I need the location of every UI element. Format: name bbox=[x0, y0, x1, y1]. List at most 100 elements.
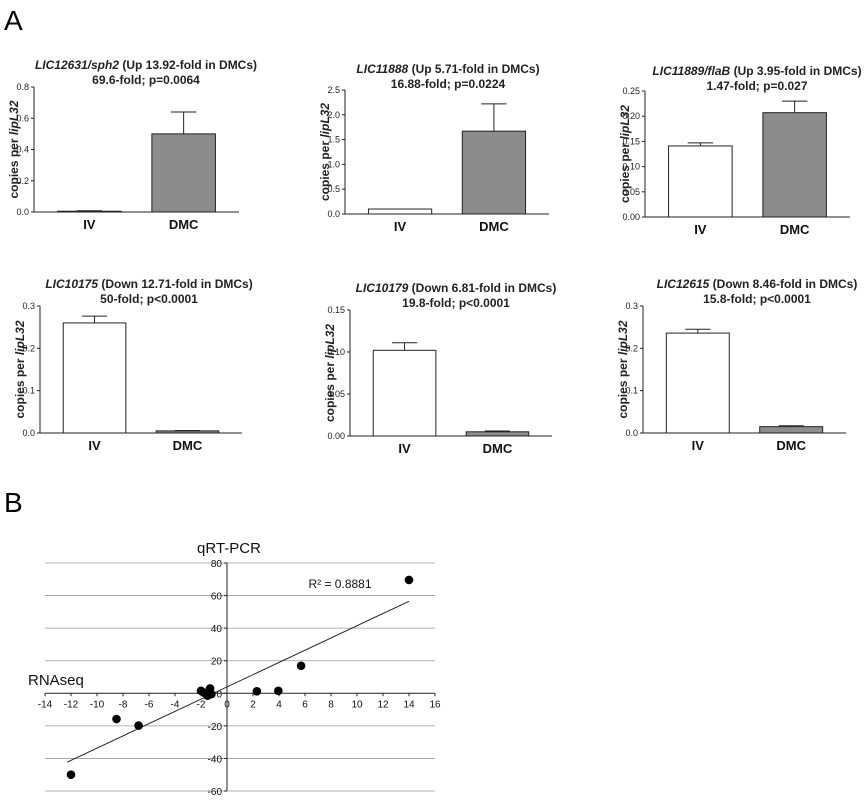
bar-dmc bbox=[759, 426, 824, 434]
y-tick-label: 0.1 bbox=[625, 386, 638, 396]
y-tick-label: -60 bbox=[208, 787, 223, 798]
r-squared-annotation: R² = 0.8881 bbox=[308, 577, 371, 591]
data-point bbox=[112, 714, 121, 724]
category-label: IV bbox=[694, 222, 707, 237]
gene-name: LIC12631 bbox=[35, 58, 88, 72]
gene-name: LIC10175 bbox=[45, 277, 98, 291]
x-tick-label: 8 bbox=[328, 699, 334, 710]
y-tick-label: 1.5 bbox=[327, 135, 340, 145]
bar-chart-3: LIC11889/flaB (Up 3.95-fold in DMCs)1.47… bbox=[618, 64, 862, 237]
x-tick-label: -2 bbox=[197, 699, 206, 710]
y-label-gene: lipL32 bbox=[618, 105, 632, 140]
gene-alias: /sph2 bbox=[87, 58, 120, 72]
x-tick-label: 0 bbox=[224, 699, 230, 710]
chart-subtitle: 15.8-fold; p<0.0001 bbox=[703, 292, 811, 306]
gene-name: LIC10179 bbox=[356, 281, 409, 295]
y-label-text: copies per bbox=[616, 355, 630, 418]
category-label: IV bbox=[83, 217, 96, 232]
fold-note: (Down 12.71-fold in DMCs) bbox=[98, 277, 253, 291]
chart-title: LIC10179 (Down 6.81-fold in DMCs) bbox=[356, 281, 557, 295]
y-axis-label: copies per lipL32 bbox=[618, 105, 632, 203]
category-label: IV bbox=[88, 438, 101, 453]
category-label: DMC bbox=[483, 441, 513, 456]
y-tick-label: 0.4 bbox=[16, 145, 29, 155]
y-label-text: copies per bbox=[323, 359, 337, 422]
bar-iv bbox=[668, 145, 733, 218]
y-label-text: copies per bbox=[318, 138, 332, 201]
y-axis-label: copies per lipL32 bbox=[7, 100, 21, 198]
bar-chart-6: LIC12615 (Down 8.46-fold in DMCs)15.8-fo… bbox=[616, 277, 857, 453]
y-tick-label: 0.10 bbox=[622, 162, 640, 172]
x-tick-label: 12 bbox=[377, 699, 389, 710]
chart-subtitle: 69.6-fold; p=0.0064 bbox=[92, 73, 200, 87]
panel-label-b: B bbox=[4, 487, 23, 518]
y-tick-label: 0.2 bbox=[625, 343, 638, 353]
category-label: DMC bbox=[169, 217, 199, 232]
y-tick-label: 0.00 bbox=[327, 431, 345, 441]
y-tick-label: 0.00 bbox=[622, 212, 640, 222]
fold-note: (Up 5.71-fold in DMCs) bbox=[408, 62, 539, 76]
y-tick-label: 0.1 bbox=[22, 386, 35, 396]
y-tick-label: 0.8 bbox=[16, 82, 29, 92]
gene-name: LIC12615 bbox=[657, 277, 710, 291]
data-point bbox=[274, 686, 283, 696]
y-tick-label: 0.0 bbox=[327, 209, 340, 219]
y-tick-label: -40 bbox=[208, 754, 223, 765]
data-point bbox=[134, 721, 143, 730]
y-tick-label: 0.0 bbox=[16, 207, 29, 217]
fold-note: (Down 6.81-fold in DMCs) bbox=[408, 281, 556, 295]
y-label-gene: lipL32 bbox=[318, 103, 332, 138]
chart-title: LIC12615 (Down 8.46-fold in DMCs) bbox=[657, 277, 858, 291]
y-label-text: copies per bbox=[7, 135, 21, 198]
y-tick-label: 40 bbox=[211, 624, 223, 635]
data-point bbox=[404, 575, 414, 585]
y-tick-label: 0.6 bbox=[16, 113, 29, 123]
bar-iv bbox=[57, 210, 122, 213]
bar-dmc bbox=[151, 133, 216, 213]
bar-chart-5: LIC10179 (Down 6.81-fold in DMCs)19.8-fo… bbox=[323, 281, 556, 456]
bar-chart-2: LIC11888 (Up 5.71-fold in DMCs)16.88-fol… bbox=[318, 62, 549, 234]
category-label: IV bbox=[692, 438, 705, 453]
bar-iv bbox=[372, 349, 437, 437]
x-tick-label: -6 bbox=[145, 699, 154, 710]
x-tick-label: 2 bbox=[250, 699, 256, 710]
gene-name: LIC11889 bbox=[652, 64, 704, 78]
category-label: DMC bbox=[776, 438, 806, 453]
y-tick-label: 60 bbox=[211, 592, 223, 603]
y-tick-label: 2.5 bbox=[327, 85, 340, 95]
y-axis-label: copies per lipL32 bbox=[616, 320, 630, 418]
x-tick-label: -4 bbox=[171, 699, 180, 710]
y-tick-label: 0.3 bbox=[625, 301, 638, 311]
chart-title: LIC10175 (Down 12.71-fold in DMCs) bbox=[45, 277, 252, 291]
category-label: IV bbox=[398, 441, 411, 456]
chart-subtitle: 19.8-fold; p<0.0001 bbox=[402, 296, 510, 310]
bar-iv bbox=[367, 208, 433, 215]
fold-note: (Up 13.92-fold in DMCs) bbox=[119, 58, 257, 72]
x-tick-label: 16 bbox=[429, 699, 441, 710]
bar-chart-4: LIC10175 (Down 12.71-fold in DMCs)50-fol… bbox=[13, 277, 253, 453]
y-tick-label: 0.0 bbox=[22, 428, 35, 438]
y-label-gene: lipL32 bbox=[616, 320, 630, 355]
bar-dmc bbox=[155, 430, 220, 434]
y-axis-label: copies per lipL32 bbox=[318, 103, 332, 201]
data-point bbox=[66, 770, 76, 780]
bar-iv bbox=[62, 322, 127, 434]
y-tick-label: 0.2 bbox=[22, 343, 35, 353]
scatter-chart: -14 -12 -10 -8 -6 -4 -2 0 2 4 6 8 10 12 14 16-60-40-200… bbox=[28, 540, 441, 798]
bar-dmc bbox=[762, 112, 827, 218]
x-tick-label: -10 bbox=[90, 699, 105, 710]
bar-dmc bbox=[461, 130, 527, 215]
chart-title: LIC11889/flaB (Up 3.95-fold in DMCs) bbox=[652, 64, 861, 78]
y-axis-label: copies per lipL32 bbox=[323, 324, 337, 422]
x-tick-label: 14 bbox=[403, 699, 415, 710]
y-tick-label: 20 bbox=[211, 657, 223, 668]
y-tick-label: 0.5 bbox=[327, 184, 340, 194]
y-tick-label: 2.0 bbox=[327, 110, 340, 120]
y-tick-label: 80 bbox=[211, 559, 223, 570]
gene-name: LIC11888 bbox=[356, 62, 408, 76]
data-point bbox=[252, 687, 262, 696]
y-label-gene: lipL32 bbox=[323, 324, 337, 359]
y-tick-label: 0 bbox=[216, 689, 222, 700]
x-tick-label: 10 bbox=[351, 699, 363, 710]
chart-subtitle: 50-fold; p<0.0001 bbox=[100, 292, 198, 306]
